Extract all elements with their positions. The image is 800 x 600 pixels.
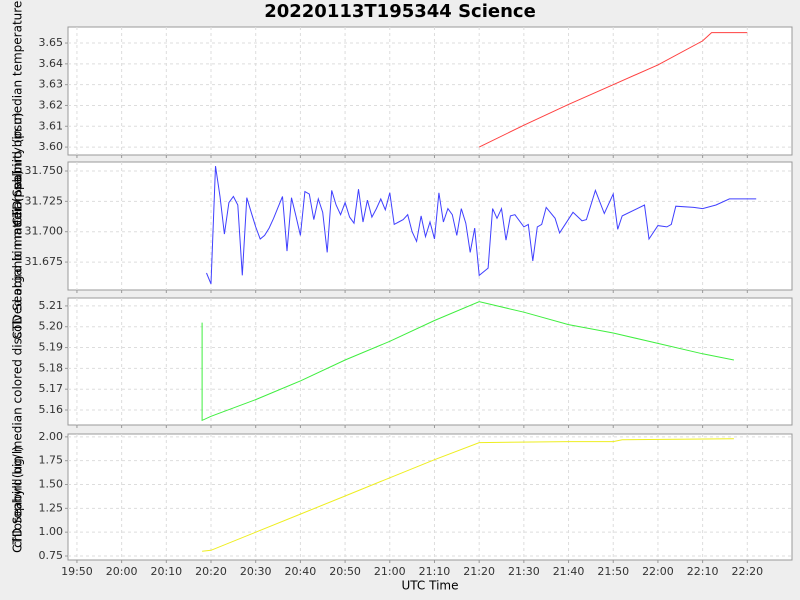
plot-area [67, 161, 793, 291]
chart-title: 20220113T195344 Science [264, 1, 536, 22]
x-tick-label: 22:00 [642, 565, 674, 578]
y-tick-label: 3.64 [39, 57, 64, 70]
data-line [201, 301, 734, 422]
y-tick-label: 5.19 [39, 341, 64, 354]
data-line [202, 438, 734, 552]
x-tick-label: 21:40 [553, 565, 585, 578]
x-tick-label: 21:10 [419, 565, 451, 578]
plot-area [67, 26, 793, 156]
data-line [478, 32, 748, 148]
y-tick-label: 31.675 [25, 255, 64, 268]
y-tick-label: 3.65 [39, 36, 64, 49]
y-axis-label: CTD Seabird bin median temperature (degC… [11, 0, 25, 226]
y-tick-label: 5.17 [39, 382, 64, 395]
x-tick-label: 20:50 [329, 565, 361, 578]
y-tick-label: 3.60 [39, 140, 64, 153]
x-tick-label: 21:30 [508, 565, 540, 578]
data-line [206, 166, 757, 285]
y-tick-label: 1.75 [39, 454, 64, 467]
y-tick-label: 31.700 [25, 225, 64, 238]
x-tick-label: 22:10 [687, 565, 719, 578]
y-tick-label: 5.21 [39, 299, 64, 312]
y-tick-label: 1.50 [39, 478, 64, 491]
y-tick-label: 3.61 [39, 119, 64, 132]
plot-area [67, 297, 793, 426]
x-tick-label: 20:30 [240, 565, 272, 578]
y-axis-label: CTD Seabird bin median colored dissolved… [11, 170, 25, 553]
y-tick-label: 5.16 [39, 403, 64, 416]
x-tick-label: 19:50 [61, 565, 93, 578]
x-tick-label: 21:20 [463, 565, 495, 578]
y-tick-label: 3.63 [39, 78, 64, 91]
y-tick-label: 31.750 [25, 164, 64, 177]
y-tick-label: 3.62 [39, 98, 64, 111]
x-tick-label: 20:40 [285, 565, 317, 578]
y-axis-label: CTD Seabird bin median salinity (psu) [11, 112, 25, 339]
x-tick-label: 22:20 [731, 565, 763, 578]
y-tick-label: 0.75 [39, 549, 64, 562]
y-tick-label: 5.18 [39, 361, 64, 374]
y-axis-label: chlorophyll (ug/l) [11, 446, 25, 548]
y-tick-label: 1.00 [39, 525, 64, 538]
x-tick-label: 20:00 [106, 565, 138, 578]
y-tick-label: 1.25 [39, 501, 64, 514]
x-tick-label: 21:50 [597, 565, 629, 578]
y-tick-label: 2.00 [39, 430, 64, 443]
x-tick-label: 20:10 [150, 565, 182, 578]
plot-area [67, 433, 793, 561]
y-tick-label: 5.20 [39, 320, 64, 333]
x-tick-label: 20:20 [195, 565, 227, 578]
x-tick-label: 21:00 [374, 565, 406, 578]
y-tick-label: 31.725 [25, 194, 64, 207]
x-axis-label: UTC Time [402, 579, 459, 593]
